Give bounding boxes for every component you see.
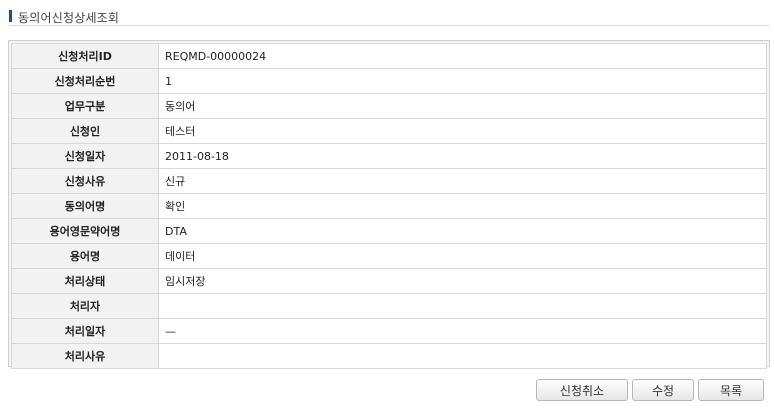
table-row: 용어명 데이터 xyxy=(11,243,767,269)
detail-table: 신청처리ID REQMD-00000024 신청처리순번 1 업무구분 동의어 … xyxy=(11,43,767,369)
field-label: 처리일자 xyxy=(11,318,159,344)
field-label: 신청인 xyxy=(11,118,159,144)
page-title: 동의어신청상세조회 xyxy=(18,11,120,25)
field-label: 용어명 xyxy=(11,243,159,269)
table-row: 신청처리ID REQMD-00000024 xyxy=(11,43,767,69)
edit-button[interactable]: 수정 xyxy=(632,379,694,401)
title-marker xyxy=(9,10,12,22)
table-row: 처리일자 — xyxy=(11,318,767,344)
table-row: 신청사유 신규 xyxy=(11,168,767,194)
field-value: 데이터 xyxy=(158,243,767,269)
field-label: 신청처리ID xyxy=(11,43,159,69)
field-value xyxy=(158,343,767,369)
field-value: 신규 xyxy=(158,168,767,194)
table-row: 신청일자 2011-08-18 xyxy=(11,143,767,169)
list-button[interactable]: 목록 xyxy=(698,379,764,401)
field-value: 테스터 xyxy=(158,118,767,144)
table-row: 동의어명 확인 xyxy=(11,193,767,219)
field-label: 처리사유 xyxy=(11,343,159,369)
table-row: 신청처리순번 1 xyxy=(11,68,767,94)
detail-panel: 신청처리ID REQMD-00000024 신청처리순번 1 업무구분 동의어 … xyxy=(8,40,770,369)
table-row: 처리자 xyxy=(11,293,767,319)
field-value: 2011-08-18 xyxy=(158,143,767,169)
field-value: 임시저장 xyxy=(158,268,767,294)
table-row: 용어영문약어명 DTA xyxy=(11,218,767,244)
field-value: DTA xyxy=(158,218,767,244)
field-value xyxy=(158,293,767,319)
field-value: — xyxy=(158,318,767,344)
page-header: 동의어신청상세조회 xyxy=(9,7,769,26)
cancel-request-button[interactable]: 신청취소 xyxy=(536,379,628,401)
field-label: 용어영문약어명 xyxy=(11,218,159,244)
field-value: 1 xyxy=(158,68,767,94)
field-label: 신청일자 xyxy=(11,143,159,169)
field-value: 확인 xyxy=(158,193,767,219)
field-label: 동의어명 xyxy=(11,193,159,219)
action-buttons: 신청취소 수정 목록 xyxy=(536,379,764,401)
field-label: 처리상태 xyxy=(11,268,159,294)
field-label: 신청처리순번 xyxy=(11,68,159,94)
table-row: 업무구분 동의어 xyxy=(11,93,767,119)
field-label: 업무구분 xyxy=(11,93,159,119)
field-value: 동의어 xyxy=(158,93,767,119)
field-label: 신청사유 xyxy=(11,168,159,194)
field-label: 처리자 xyxy=(11,293,159,319)
field-value: REQMD-00000024 xyxy=(158,43,767,69)
table-row: 신청인 테스터 xyxy=(11,118,767,144)
table-row: 처리사유 xyxy=(11,343,767,369)
table-row: 처리상태 임시저장 xyxy=(11,268,767,294)
